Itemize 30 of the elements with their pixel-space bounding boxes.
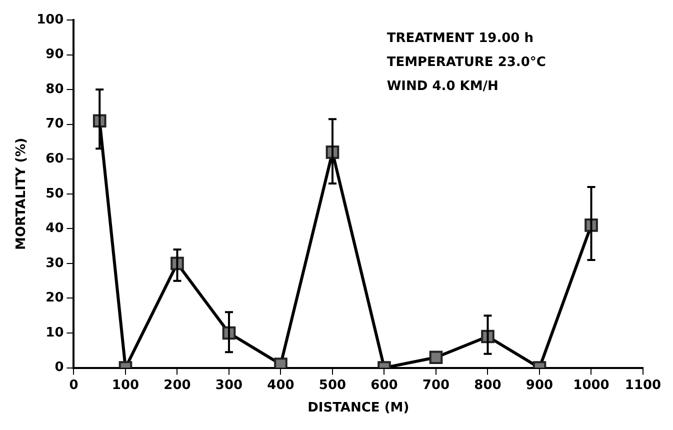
x-tick-label: 1000 (573, 378, 610, 393)
x-axis-title: DISTANCE (M) (308, 400, 410, 416)
point (274, 358, 288, 368)
x-tick-label: 0 (69, 378, 78, 393)
x-tick-label: 800 (474, 378, 502, 393)
x-tick-label: 100 (112, 378, 140, 393)
x-tick-label: 300 (215, 378, 243, 393)
y-tick-label: 40 (46, 221, 64, 236)
y-tick-label: 20 (46, 290, 64, 306)
annotation: WIND 4.0 KM/H (386, 78, 498, 94)
annotation: TREATMENT 19.00 h (386, 30, 534, 46)
y-tick-label: 100 (36, 12, 64, 28)
y-tick-label: 90 (46, 47, 64, 62)
y-tick-label: 60 (46, 151, 64, 166)
y-tick-label: 70 (46, 116, 64, 132)
y-tick-label: 50 (46, 186, 64, 202)
y-tick-label: 10 (46, 325, 64, 340)
x-tick-label: 900 (526, 378, 554, 393)
y-axis-title: MORTALITY (%) (14, 138, 30, 250)
y-tick-label: 80 (46, 82, 64, 97)
x-tick-label: 1100 (624, 378, 662, 393)
x-tick-label: 400 (267, 378, 294, 393)
y-tick-label: 0 (54, 360, 64, 376)
x-tick-label: 500 (318, 378, 346, 393)
y-tick-label: 30 (46, 256, 64, 271)
x-tick-label: 700 (422, 378, 450, 393)
x-tick-label: 600 (370, 378, 398, 393)
annotation: TEMPERATURE 23.0°C (386, 54, 546, 70)
x-tick-label: 200 (164, 378, 191, 393)
point (429, 350, 443, 364)
